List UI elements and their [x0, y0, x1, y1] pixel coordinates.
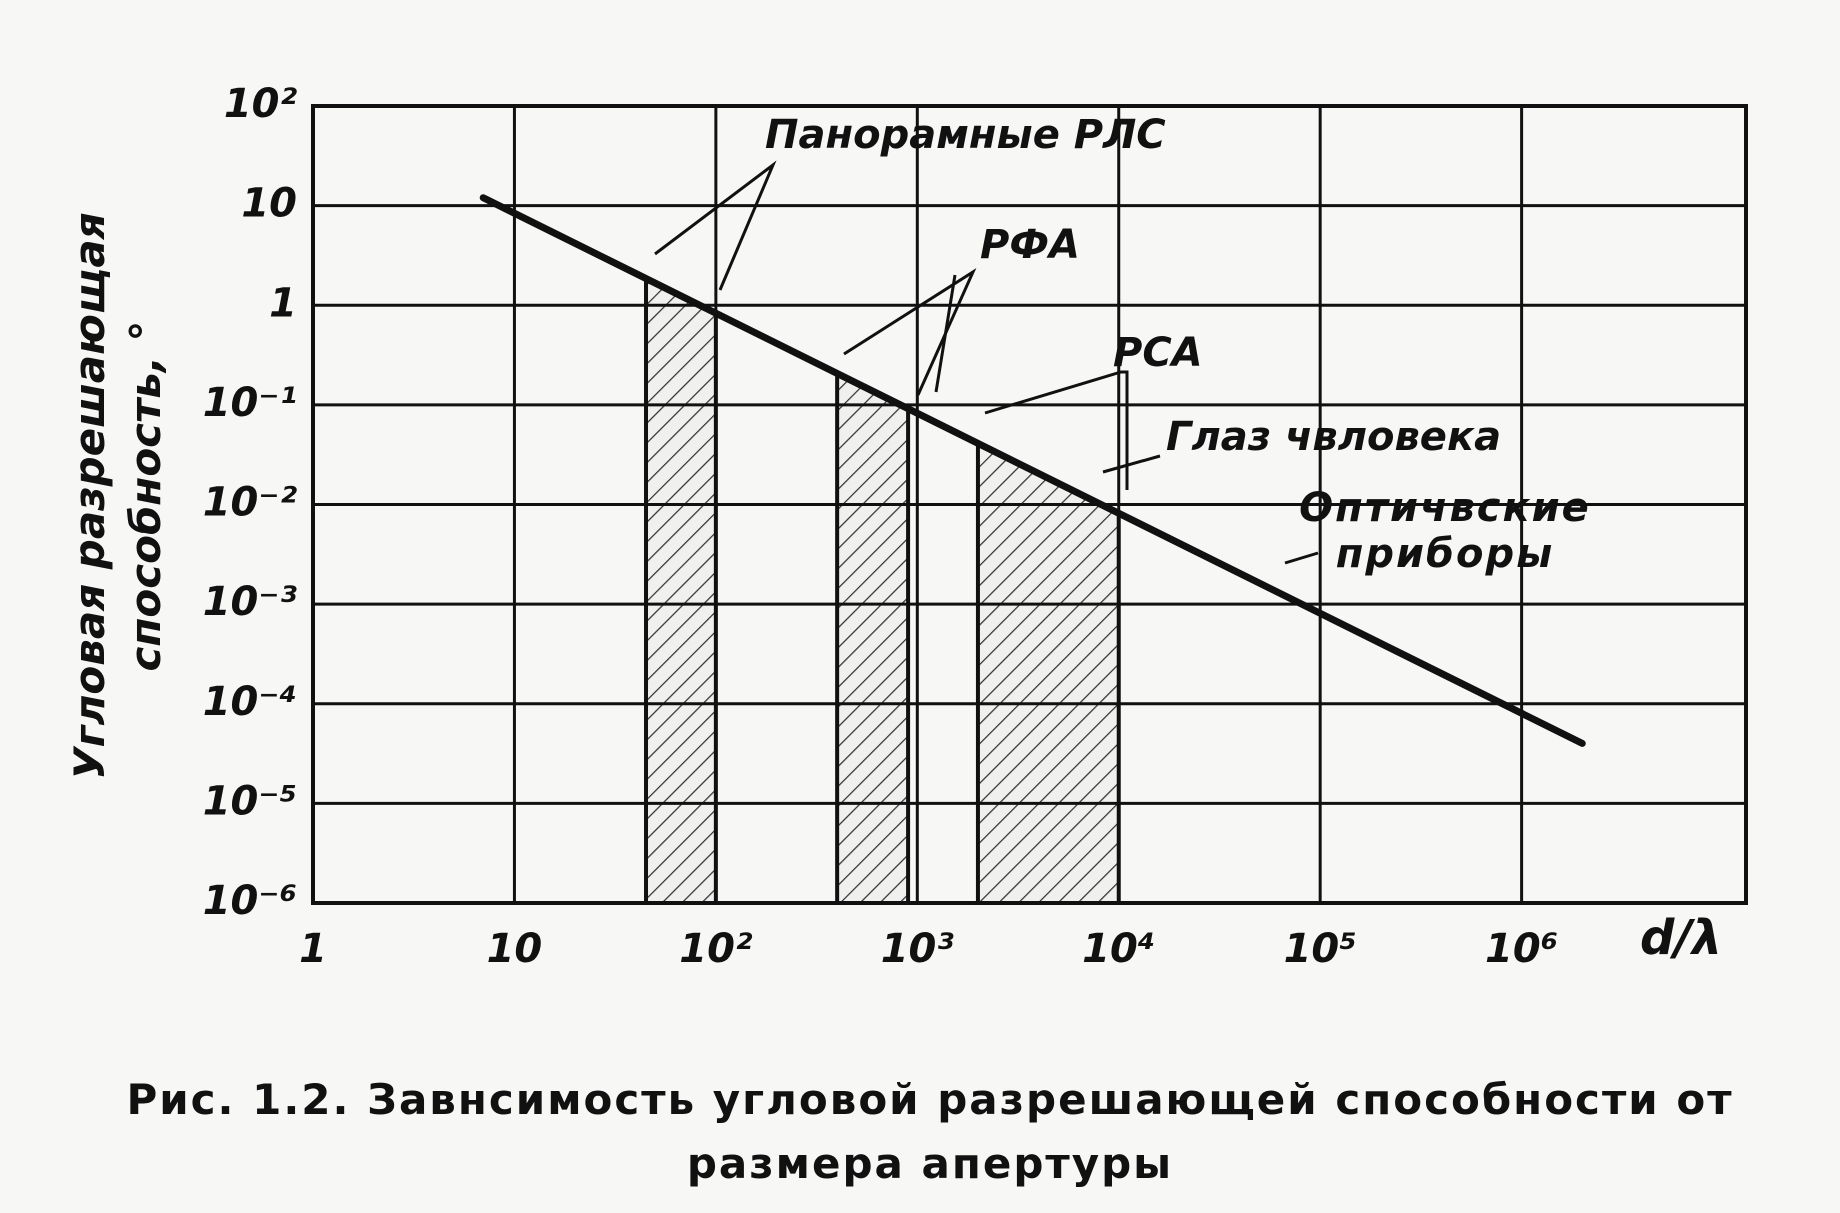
annotation: Оптичвские приборы [1299, 485, 1591, 577]
y-tick-label: 10⁻⁵ [203, 778, 297, 824]
y-tick-label: 10⁻² [203, 480, 298, 526]
y-tick-label: 10⁻⁶ [203, 878, 297, 924]
hatched-region [644, 275, 718, 905]
line [479, 194, 1586, 747]
y-tick-label: 10 [241, 181, 297, 227]
x-tick-label: 10⁵ [1284, 926, 1357, 972]
y-tick-label: 10⁻³ [203, 579, 298, 625]
y-tick-label: 10⁻⁴ [203, 679, 297, 725]
x-tick-label: 10² [679, 926, 753, 972]
leader-line [934, 274, 957, 393]
x-axis-label: d/λ [1640, 910, 1722, 966]
y-axis-label: Угловая разрешающая способность, ° [65, 212, 170, 780]
leader-line [984, 370, 1129, 490]
leader-line [1284, 551, 1319, 565]
region-label: РСА [1113, 330, 1203, 376]
y-tick-label: 10² [224, 81, 298, 127]
y-tick-label: 1 [269, 280, 297, 326]
leader-line [1102, 454, 1161, 474]
x-tick-label: 10³ [881, 926, 955, 972]
caption: Рис. 1.2. Завнсимость угловой разрешающе… [126, 1075, 1734, 1188]
y-tick-label: 10⁻¹ [203, 380, 297, 426]
hatched-region [975, 440, 1121, 905]
x-tick-label: 10⁶ [1485, 926, 1558, 972]
leader-line [843, 268, 977, 396]
x-tick-label: 1 [299, 926, 327, 972]
annotation: Глаз чвловека [1166, 414, 1502, 460]
hatched-region [835, 370, 911, 905]
plot-border [311, 104, 1748, 905]
x-tick-label: 10 [487, 926, 543, 972]
leader-line [654, 160, 777, 291]
region-label: РФА [980, 222, 1080, 268]
x-tick-label: 10⁴ [1082, 926, 1155, 972]
region-label: Панорамные РЛС [765, 112, 1166, 158]
